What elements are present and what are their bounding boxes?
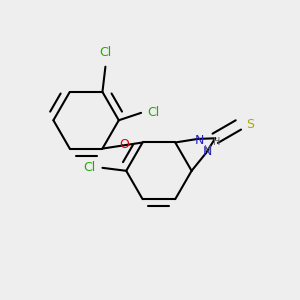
Text: S: S — [246, 118, 254, 131]
Text: N: N — [203, 145, 212, 158]
Text: Cl: Cl — [84, 161, 96, 174]
Text: H: H — [212, 136, 220, 146]
Text: N: N — [195, 134, 204, 147]
Text: Cl: Cl — [148, 106, 160, 119]
Text: Cl: Cl — [99, 46, 112, 59]
Text: O: O — [119, 138, 129, 151]
Text: H: H — [204, 146, 212, 155]
